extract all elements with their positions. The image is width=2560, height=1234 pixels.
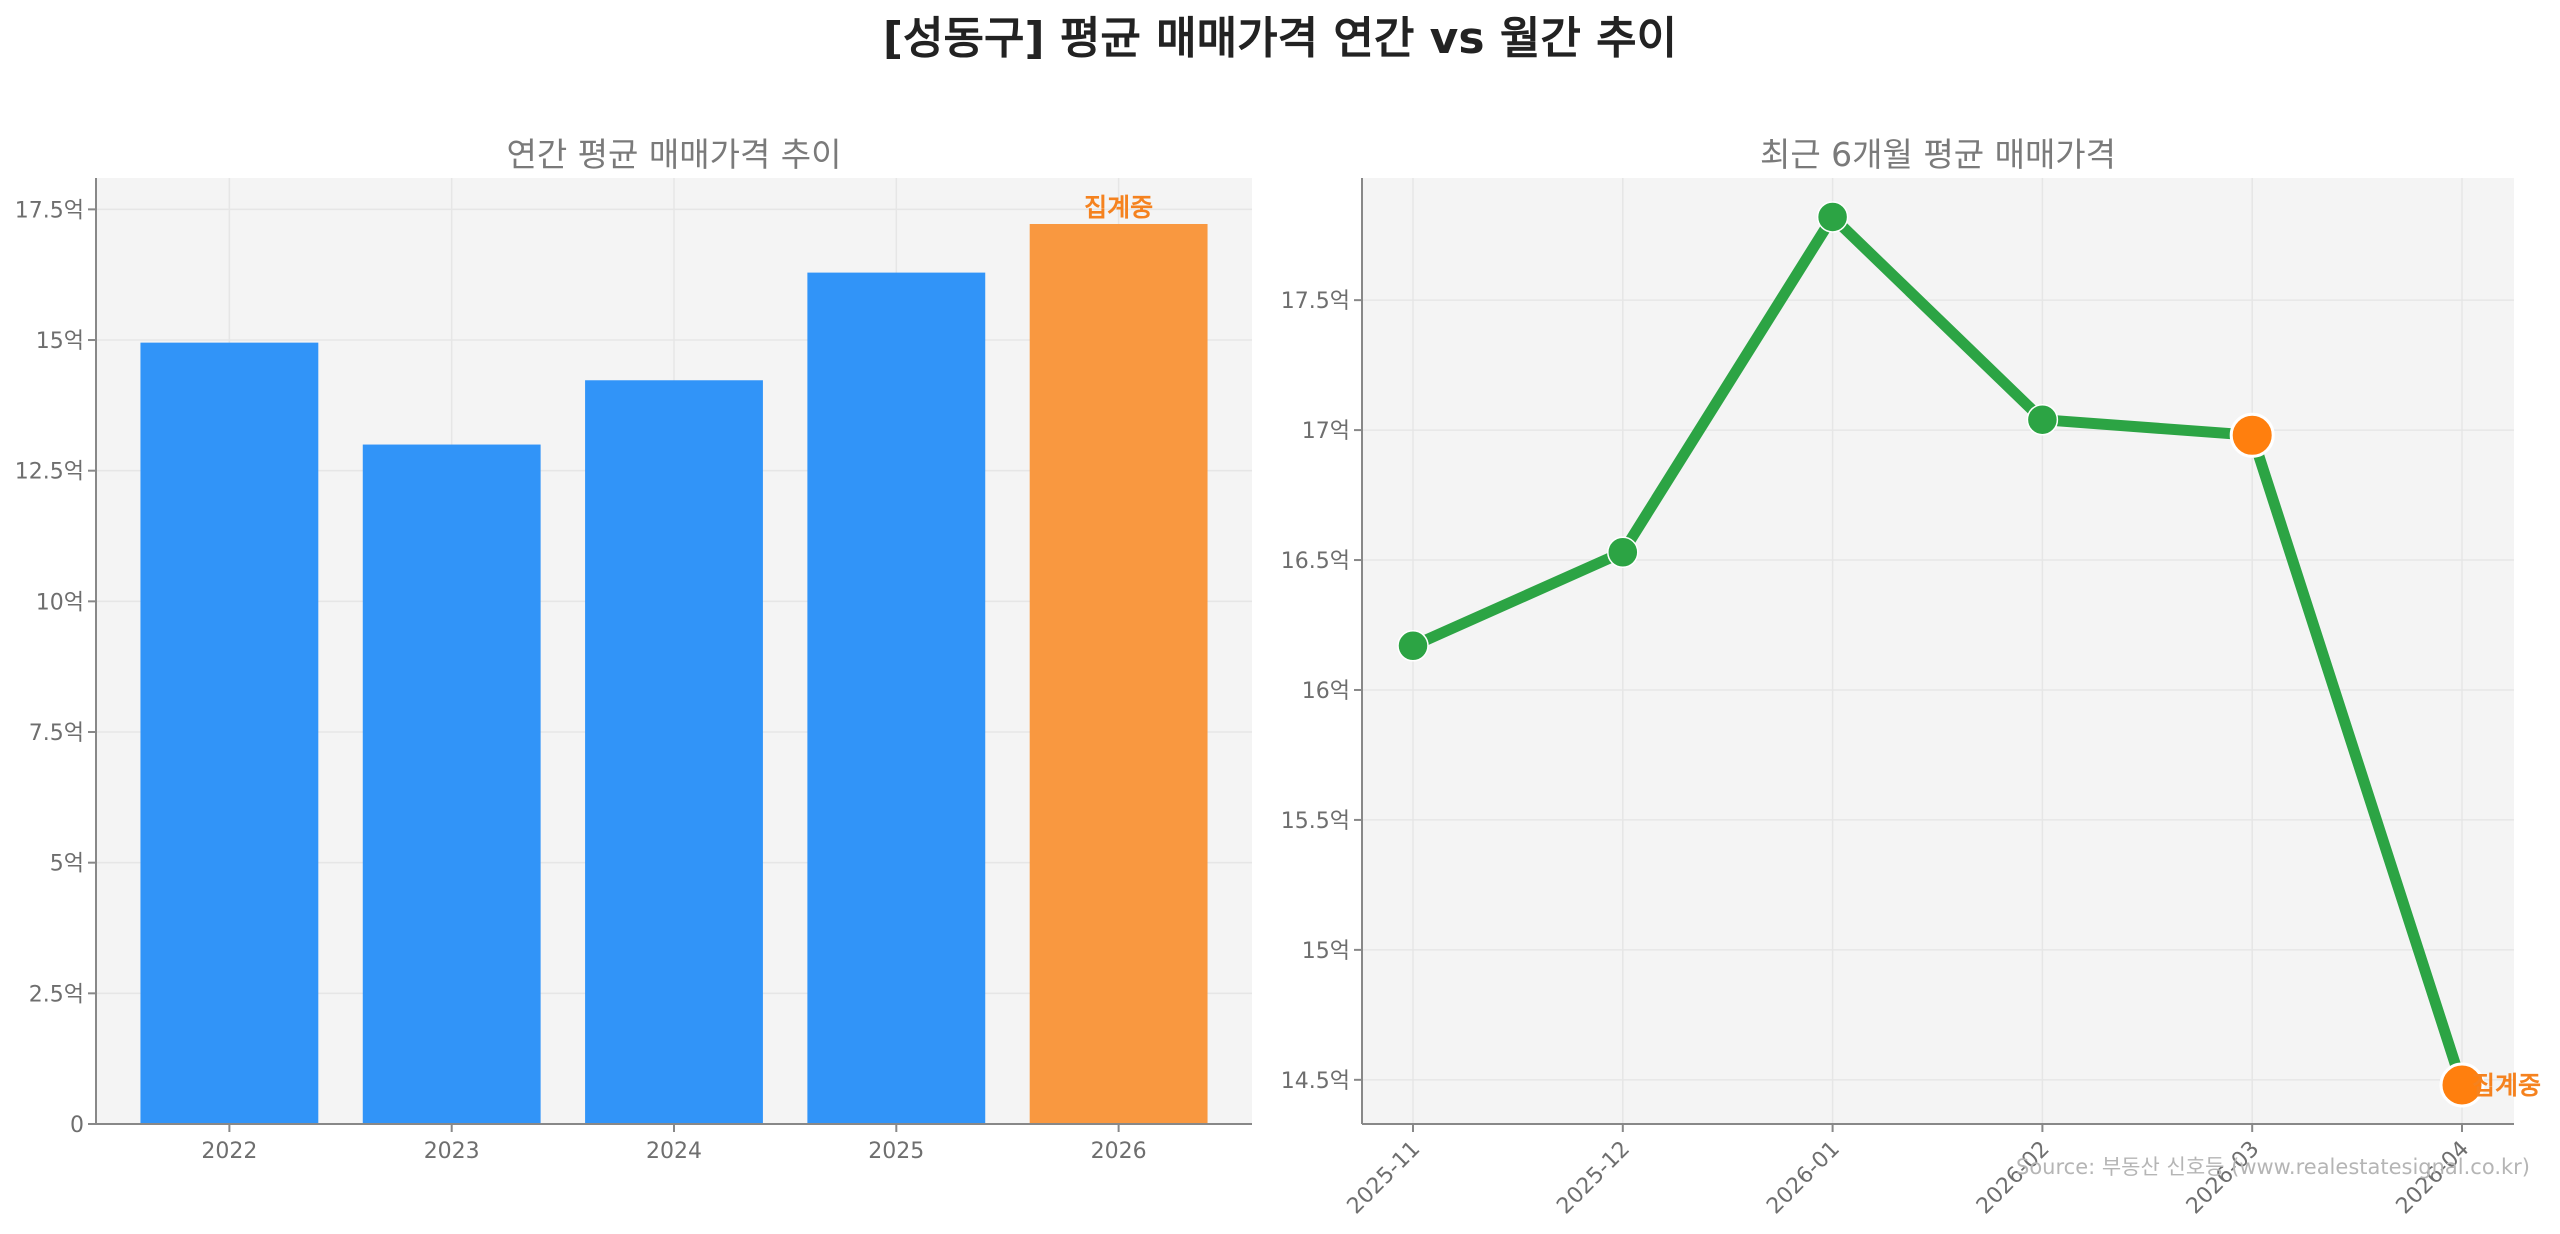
bar-2022 <box>140 342 319 1124</box>
data-point-2026-01 <box>1816 201 1849 233</box>
bar-2023 <box>362 444 541 1124</box>
y-tick-label: 17억 <box>1302 419 1350 444</box>
x-tick-label: 2024 <box>646 1139 702 1164</box>
y-tick-label: 0 <box>70 1113 84 1138</box>
y-tick-label: 15.5억 <box>1281 809 1350 834</box>
source-note: Source: 부동산 신호등 (www.realestatesignal.co… <box>2016 1155 2530 1179</box>
bar-2026 <box>1029 223 1208 1124</box>
bar-2025 <box>807 272 986 1125</box>
chart-title: 연간 평균 매매가격 추이 <box>506 135 841 174</box>
y-tick-label: 15억 <box>1302 939 1350 964</box>
data-point-2026-03 <box>2229 412 2275 458</box>
data-point-2025-12 <box>1607 536 1639 568</box>
y-tick-label: 2.5억 <box>29 982 84 1007</box>
y-tick-label: 16.5억 <box>1281 549 1350 574</box>
bar-2024 <box>585 380 763 1124</box>
y-tick-label: 12.5억 <box>15 460 84 485</box>
data-point-2026-02 <box>2026 403 2059 436</box>
y-tick-label: 17.5억 <box>15 198 84 223</box>
bar-annotation: 집계중 <box>1084 193 1153 222</box>
y-tick-label: 15억 <box>36 329 84 354</box>
chart-title: 최근 6개월 평균 매매가격 <box>1760 135 2116 174</box>
x-tick-label: 2026-01 <box>1762 1137 1845 1220</box>
x-tick-label: 2025-12 <box>1552 1137 1635 1220</box>
y-tick-label: 17.5억 <box>1281 289 1350 314</box>
y-tick-label: 10억 <box>36 590 84 615</box>
main-title: [성동구] 평균 매매가격 연간 vs 월간 추이 <box>882 13 1678 64</box>
x-tick-label: 2026 <box>1091 1139 1147 1164</box>
y-tick-label: 14.5억 <box>1281 1069 1350 1094</box>
monthly-line-chart: 14.5억 15억 15.5억 16억 16.5억 17억 17.5억 2025-11 2025… <box>1281 135 2541 1219</box>
data-point-2026-04 <box>2439 1062 2485 1108</box>
y-tick-label: 5억 <box>50 852 84 877</box>
y-tick-label: 7.5억 <box>29 721 84 746</box>
y-tick-label: 16억 <box>1302 679 1350 704</box>
x-tick-label: 2022 <box>201 1139 257 1164</box>
line-annotation: 집계중 <box>2472 1071 2541 1100</box>
x-tick-label: 2023 <box>424 1139 480 1164</box>
data-point-2025-11 <box>1397 630 1429 662</box>
x-tick-label: 2025-11 <box>1343 1137 1426 1220</box>
series-line <box>1407 211 2468 1091</box>
x-tick-label: 2025 <box>868 1139 924 1164</box>
annual-bar-chart: 0 2.5억 5억 7.5억 10억 12.5억 15억 17.5억 2022 2023 2024 2… <box>15 135 1252 1164</box>
